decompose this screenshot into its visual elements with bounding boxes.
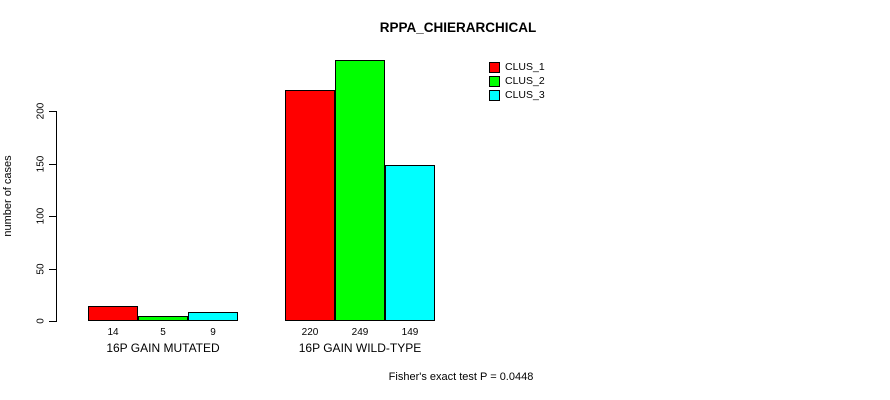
- y-tick-mark: [49, 321, 57, 322]
- bar-value-label: 220: [301, 327, 319, 338]
- y-tick-label: 150: [35, 155, 47, 172]
- y-tick-mark: [49, 268, 57, 270]
- footnote-text: Fisher's exact test P = 0.0448: [388, 371, 534, 383]
- legend-label: CLUS_2: [505, 75, 545, 87]
- bar-value-label: 249: [351, 327, 369, 338]
- bar-value-label: 14: [107, 327, 119, 338]
- legend-item-clus_2: CLUS_2: [489, 76, 545, 87]
- bar-value-label: 9: [210, 327, 216, 338]
- bar-clus_1-1: [88, 306, 138, 321]
- bar-value-label: 149: [401, 327, 419, 338]
- group-label: 16P GAIN WILD-TYPE: [298, 341, 422, 355]
- bar-clus_1-2: [285, 90, 335, 321]
- legend-item-clus_1: CLUS_1: [489, 62, 545, 73]
- legend-swatch-icon: [489, 62, 500, 73]
- y-tick-label: 200: [35, 102, 47, 120]
- bar-clus_3-1: [188, 312, 238, 321]
- bar-clus_3-2: [385, 165, 435, 321]
- y-tick-mark: [49, 111, 57, 112]
- y-tick-label: 100: [35, 207, 47, 225]
- group-label: 16P GAIN MUTATED: [106, 341, 220, 355]
- legend: CLUS_1 CLUS_2 CLUS_3: [489, 62, 545, 104]
- legend-label: CLUS_1: [505, 61, 545, 73]
- legend-swatch-icon: [489, 76, 500, 87]
- chart-title: RPPA_CHIERARCHICAL: [379, 20, 537, 35]
- legend-label: CLUS_3: [505, 89, 545, 101]
- bar-clus_2-2: [335, 60, 385, 321]
- y-tick-mark: [49, 163, 57, 165]
- y-tick-mark: [49, 216, 57, 217]
- legend-item-clus_3: CLUS_3: [489, 90, 545, 101]
- y-axis-label: number of cases: [2, 155, 14, 237]
- bar-clus_2-1: [138, 316, 188, 321]
- legend-swatch-icon: [489, 90, 500, 101]
- y-tick-label: 50: [35, 262, 47, 275]
- y-tick-label: 0: [35, 318, 47, 324]
- bar-value-label: 5: [160, 327, 166, 338]
